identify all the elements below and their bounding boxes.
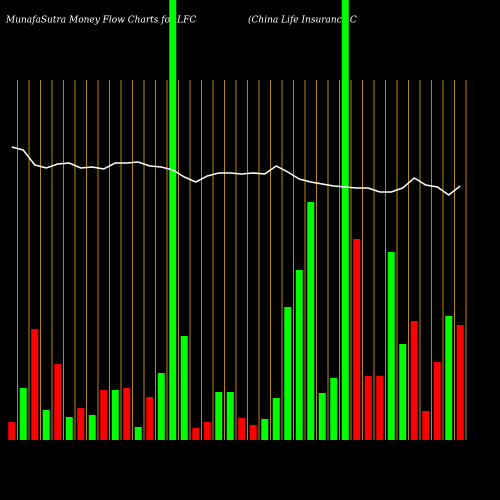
bar xyxy=(8,422,16,440)
bar xyxy=(19,388,27,440)
money-flow-line xyxy=(11,146,461,196)
bar xyxy=(192,428,200,440)
bar xyxy=(433,362,441,440)
bar xyxy=(31,329,39,440)
bar xyxy=(272,398,280,440)
bar xyxy=(330,378,338,440)
bar xyxy=(54,364,62,440)
bar xyxy=(318,393,326,440)
bar xyxy=(65,417,73,440)
bar xyxy=(215,392,223,440)
bar xyxy=(100,390,108,440)
bar xyxy=(307,202,315,440)
bar xyxy=(249,425,257,440)
bar xyxy=(295,270,303,440)
bar xyxy=(387,252,395,440)
bar xyxy=(88,415,96,440)
bar xyxy=(123,388,131,440)
bar xyxy=(203,422,211,440)
bar xyxy=(410,321,418,440)
bar xyxy=(422,411,430,440)
bar xyxy=(134,427,142,440)
bar xyxy=(341,0,349,440)
bar xyxy=(364,376,372,440)
chart-subtitle: (China Life Insurance C xyxy=(248,15,357,26)
bar xyxy=(353,239,361,440)
bar xyxy=(445,316,453,440)
bar xyxy=(226,392,234,440)
bar xyxy=(456,325,464,440)
bar xyxy=(261,419,269,440)
bar xyxy=(111,390,119,440)
bar xyxy=(157,373,165,440)
chart-title: MunafaSutra Money Flow Charts for LFC xyxy=(5,16,196,26)
bar xyxy=(284,307,292,440)
bar xyxy=(376,376,384,440)
bar xyxy=(42,410,50,440)
bar xyxy=(399,344,407,440)
bar xyxy=(238,418,246,440)
bar xyxy=(169,0,177,440)
bar xyxy=(77,408,85,440)
bar xyxy=(180,336,188,440)
bar xyxy=(146,397,154,440)
